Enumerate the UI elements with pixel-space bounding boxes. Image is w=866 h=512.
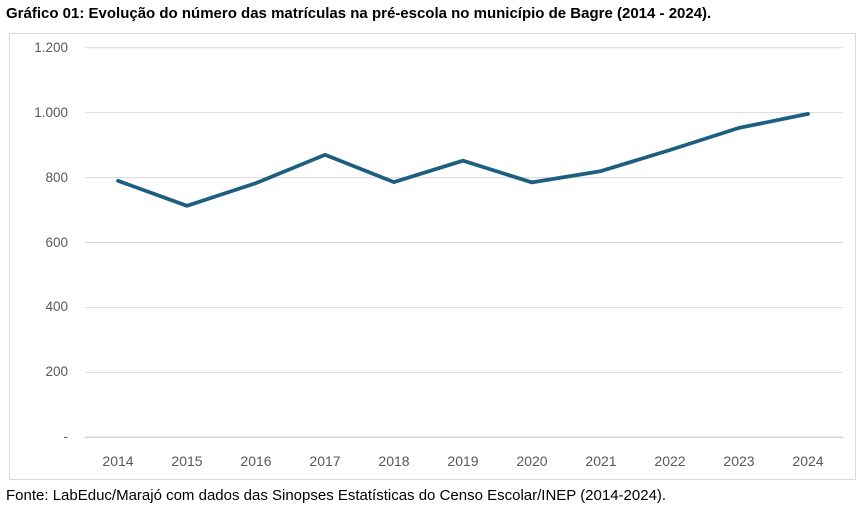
x-axis-tick-label-2018: 2018: [378, 453, 410, 469]
x-axis-tick-label-2016: 2016: [240, 453, 272, 469]
data-line-series: [116, 112, 810, 208]
x-axis-tick-label-2015: 2015: [171, 453, 203, 469]
y-axis-tick-label-200: 200: [45, 364, 68, 380]
source-note: Fonte: LabEduc/Marajó com dados das Sino…: [6, 487, 667, 504]
y-axis-tick-label-0: -: [63, 429, 69, 445]
x-axis-tick-label-2023: 2023: [723, 453, 755, 469]
x-axis-tick-label-2014: 2014: [102, 453, 134, 469]
y-axis-tick-label-1200: 1.200: [34, 39, 68, 55]
x-axis-tick-label-2021: 2021: [585, 453, 617, 469]
y-axis-tick-label-800: 800: [45, 169, 68, 185]
chart-area: [9, 33, 856, 480]
x-axis-tick-label-2022: 2022: [654, 453, 686, 469]
chart-title: Gráfico 01: Evolução do número das matrí…: [6, 5, 712, 22]
x-axis-tick-label-2017: 2017: [309, 453, 341, 469]
y-axis-tick-label-400: 400: [45, 299, 68, 315]
y-axis-tick-label-600: 600: [45, 234, 68, 250]
x-axis-tick-label-2024: 2024: [792, 453, 824, 469]
y-axis-tick-label-1000: 1.000: [34, 104, 68, 120]
x-axis-tick-label-2020: 2020: [516, 453, 548, 469]
x-axis-tick-label-2019: 2019: [447, 453, 479, 469]
